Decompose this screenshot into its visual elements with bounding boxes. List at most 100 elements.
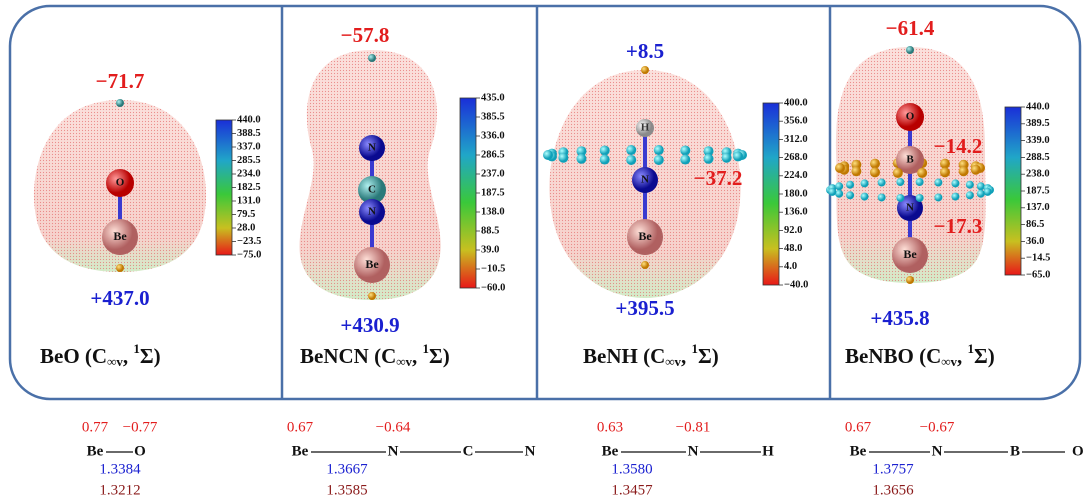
label-sub: ∞v <box>941 354 957 369</box>
label-name: BeO (C <box>40 344 107 368</box>
struct-atom: O <box>134 443 146 459</box>
colorbar-label: 268.0 <box>784 152 808 163</box>
colorbar-label: 180.0 <box>784 188 808 199</box>
top-value: −57.8 <box>341 23 390 47</box>
pole-marker <box>116 264 124 272</box>
ring-atom <box>626 155 636 165</box>
ring-atom <box>576 154 586 164</box>
ring-atom <box>846 191 854 199</box>
bond-length: 1.3580 <box>611 461 652 477</box>
ring-atom <box>846 181 854 189</box>
atom-label: N <box>641 174 649 186</box>
pole-marker <box>641 66 649 74</box>
bond-length: 1.3757 <box>872 461 914 477</box>
colorbar-label: 136.0 <box>784 207 808 218</box>
ring-atom <box>835 163 845 173</box>
ring-atom <box>680 155 690 165</box>
struct-atom: N <box>525 443 536 459</box>
colorbar <box>216 120 232 255</box>
colorbar-label: −65.0 <box>1026 269 1050 280</box>
colorbar-label: 440.0 <box>1026 101 1050 112</box>
ring-atom <box>835 182 843 190</box>
atom-label: Be <box>113 229 127 243</box>
ring-atom <box>893 168 903 178</box>
colorbar-label: 92.0 <box>784 225 802 236</box>
struct-atom: Be <box>292 443 309 459</box>
ring-atom <box>600 145 610 155</box>
colorbar-label: 138.0 <box>481 206 505 217</box>
colorbar-label: 36.0 <box>1026 236 1044 247</box>
ring-atom <box>934 179 942 187</box>
colorbar-label: 356.0 <box>784 116 808 127</box>
inner-value: −37.2 <box>694 166 743 190</box>
label-sub: ∞v <box>396 354 412 369</box>
ring-atom <box>971 165 981 175</box>
colorbar-label: 86.5 <box>1026 219 1044 230</box>
ring-atom <box>984 188 992 196</box>
colorbar-label: 187.5 <box>1026 185 1050 196</box>
bond-length: 1.3667 <box>326 461 368 477</box>
pole-marker <box>368 54 376 62</box>
colorbar-label: 288.5 <box>1026 152 1050 163</box>
bond-length: 1.3212 <box>99 482 140 498</box>
top-value: −71.7 <box>96 69 145 93</box>
colorbar-label: 337.0 <box>237 141 261 152</box>
label-end: Σ) <box>140 344 161 368</box>
colorbar-label: 224.0 <box>784 170 808 181</box>
ring-atom <box>951 193 959 201</box>
colorbar-label: 339.0 <box>1026 135 1050 146</box>
ring-atom <box>626 145 636 155</box>
ring-atom <box>704 154 714 164</box>
ring-atom <box>934 193 942 201</box>
charge: −0.77 <box>123 419 158 435</box>
atom-label: B <box>906 154 914 166</box>
colorbar-label: 28.0 <box>237 222 255 233</box>
colorbar-label: 182.5 <box>237 182 261 193</box>
charge: 0.77 <box>82 419 109 435</box>
ring-atom <box>558 153 568 163</box>
ring-atom <box>977 182 985 190</box>
pole-marker <box>906 276 914 284</box>
colorbar <box>763 103 779 285</box>
colorbar-label: 440.0 <box>237 114 261 125</box>
ring-atom <box>543 150 553 160</box>
charge: 0.67 <box>845 419 872 435</box>
ring-atom <box>733 151 743 161</box>
label-end: Σ) <box>429 344 450 368</box>
colorbar-label: 187.5 <box>481 187 505 198</box>
label-sub: ∞v <box>107 354 123 369</box>
colorbar-label: 285.5 <box>237 155 261 166</box>
label-end: Σ) <box>974 344 995 368</box>
atom-label: N <box>368 206 376 218</box>
bond-length: 1.3384 <box>99 461 141 477</box>
atom-label: H <box>641 122 650 134</box>
atom-label: O <box>906 111 915 123</box>
pole-marker <box>368 292 376 300</box>
colorbar-label: 237.0 <box>481 168 505 179</box>
colorbar-label: 385.5 <box>481 111 505 122</box>
atom-label: N <box>906 202 914 214</box>
figure: OBe−71.7+437.0440.0388.5337.0285.5234.01… <box>0 0 1083 504</box>
bond-length: 1.3585 <box>326 482 367 498</box>
ring-atom <box>977 190 985 198</box>
panel-label: BeNH (C∞v, 1Σ) <box>583 341 719 369</box>
bottom-value: +435.8 <box>870 306 929 330</box>
struct-atom: H <box>762 443 774 459</box>
charge: −0.81 <box>676 419 711 435</box>
colorbar-label: −75.0 <box>237 249 261 260</box>
colorbar-label: −23.5 <box>237 236 261 247</box>
atom-label: Be <box>638 229 652 243</box>
colorbar-label: 400.0 <box>784 97 808 108</box>
bottom-value: +395.5 <box>615 296 674 320</box>
ring-atom <box>878 193 886 201</box>
struct-atom: O <box>1072 443 1083 459</box>
colorbar-label: 234.0 <box>237 168 261 179</box>
inner-value: −17.3 <box>934 214 983 238</box>
charge: −0.64 <box>376 419 411 435</box>
pole-marker <box>116 99 124 107</box>
ring-atom <box>940 167 950 177</box>
colorbar <box>460 98 476 288</box>
atom-label: Be <box>365 257 379 271</box>
ring-atom <box>680 145 690 155</box>
colorbar-label: 312.0 <box>784 134 808 145</box>
